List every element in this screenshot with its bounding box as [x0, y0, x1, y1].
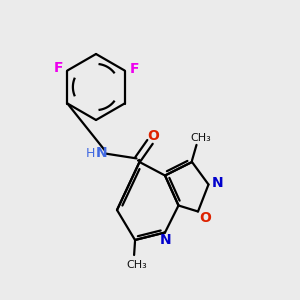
Text: F: F: [129, 62, 139, 76]
Text: O: O: [147, 130, 159, 143]
Text: N: N: [160, 233, 171, 247]
Text: N: N: [212, 176, 223, 190]
Text: CH₃: CH₃: [126, 260, 147, 270]
Text: F: F: [54, 61, 63, 75]
Text: O: O: [200, 211, 211, 224]
Text: H: H: [86, 147, 95, 161]
Text: CH₃: CH₃: [190, 133, 212, 143]
Text: N: N: [96, 146, 108, 160]
